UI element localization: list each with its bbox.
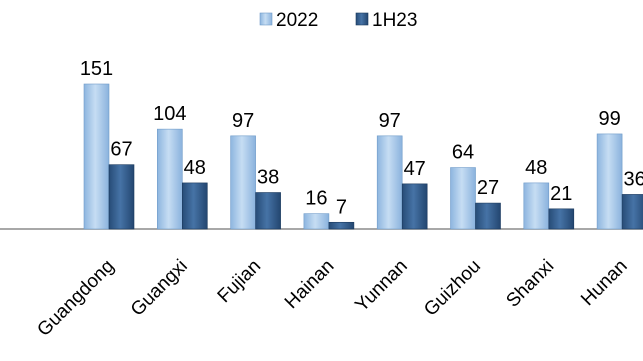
bar-s1h23-guangdong [108,164,135,230]
bar-s1h23-hainan [328,221,355,230]
data-label-s1h23-guangxi: 48 [184,157,206,179]
data-label-s2022-hunan: 99 [598,108,620,130]
bar-s2022-shanxi [523,182,550,230]
data-label-s2022-yunnan: 97 [379,110,401,132]
category-label-fujian: Fujian [214,256,265,307]
data-label-s1h23-yunnan: 47 [404,158,426,180]
category-label-hunan: Hunan [577,256,631,310]
bar-s1h23-hunan [621,194,643,230]
category-label-guangdong: Guangdong [33,256,118,341]
data-label-s2022-hainan: 16 [305,188,327,210]
bar-s1h23-shanxi [548,208,575,230]
data-label-s1h23-guangdong: 67 [110,139,132,161]
data-label-s1h23-shanxi: 21 [550,183,572,205]
bar-s2022-guizhou [450,167,476,230]
data-label-s1h23-fujian: 38 [257,167,279,189]
bar-s2022-hainan [303,213,330,230]
bar-s2022-guangxi [157,128,183,230]
legend-swatch-s2022 [259,12,273,26]
data-label-s2022-fujian: 97 [232,110,254,132]
bar-s2022-hunan [596,133,623,230]
category-label-guangxi: Guangxi [127,256,192,321]
legend-swatch-s1h23 [355,12,369,26]
bar-s2022-guangdong [83,83,110,230]
bar-s1h23-guangxi [182,182,208,230]
legend-label-s2022: 2022 [276,10,318,31]
plot-area: 151 67 Guangdong 104 48 Guangxi 97 38 Fujian 16 7 H… [0,58,643,341]
category-label-guizhou: Guizhou [420,256,485,321]
bar-s1h23-yunnan [401,183,428,230]
data-label-s1h23-hunan: 36 [623,168,643,190]
data-label-s2022-guizhou: 64 [452,142,474,164]
data-label-s1h23-hainan: 7 [336,196,347,218]
bar-s1h23-fujian [255,192,281,230]
data-label-s2022-shanxi: 48 [525,157,547,179]
data-label-s1h23-guizhou: 27 [477,177,499,199]
category-label-hainan: Hainan [281,256,338,313]
bar-s2022-yunnan [376,135,403,230]
bar-s1h23-guizhou [475,202,501,230]
category-label-shanxi: Shanxi [502,256,558,312]
category-label-yunnan: Yunnan [351,256,411,316]
legend-label-s1h23: 1H23 [372,10,417,31]
legend: 2022 1H23 [259,10,417,31]
bar-s2022-fujian [230,135,256,230]
data-label-s2022-guangdong: 151 [80,58,113,80]
data-label-s2022-guangxi: 104 [153,103,186,125]
